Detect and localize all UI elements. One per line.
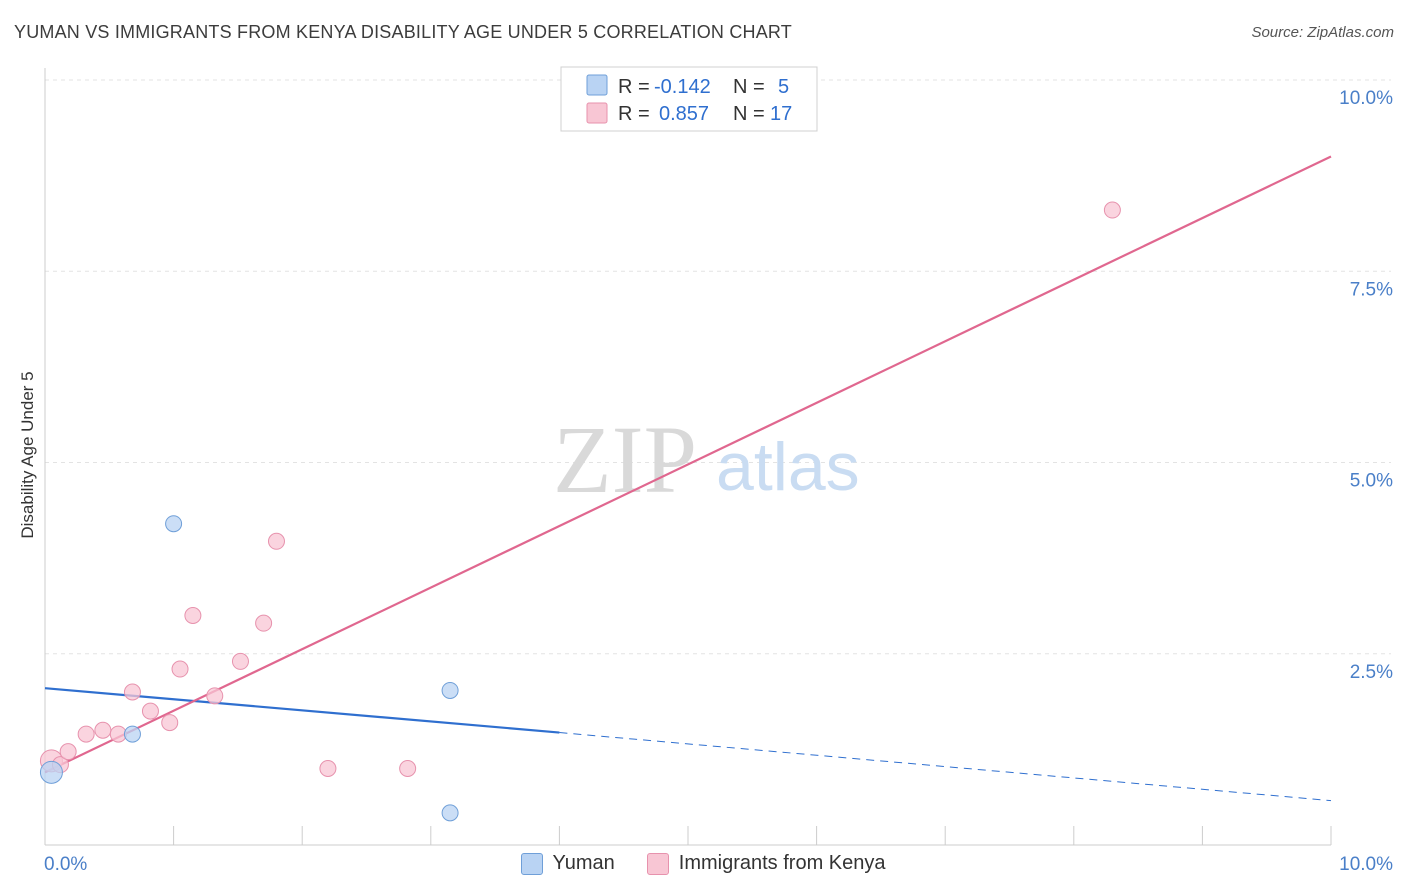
kenya-point	[399, 760, 417, 777]
legend-n-value: 5	[778, 76, 789, 98]
chart-source: Source: ZipAtlas.com	[1251, 24, 1394, 41]
watermark-atlas: atlas	[716, 429, 860, 505]
yuman-point	[165, 515, 183, 533]
y-tick-label: 2.5%	[1350, 662, 1393, 683]
kenya-point	[267, 532, 285, 550]
kenya-point	[319, 760, 337, 777]
trend-line-kenya	[44, 155, 1332, 774]
legend-r-label: R =	[618, 103, 650, 125]
yuman-point	[123, 725, 141, 743]
kenya-point	[206, 687, 224, 705]
kenya-point	[123, 683, 141, 701]
legend-n-label: N =	[733, 103, 765, 125]
bottom-legend: Yuman Immigrants from Kenya	[0, 852, 1406, 875]
yuman-point	[441, 681, 459, 699]
x-tick-label: 10.0%	[1339, 854, 1393, 875]
x-tick-label: 0.0%	[44, 854, 87, 875]
chart-title: YUMAN VS IMMIGRANTS FROM KENYA DISABILIT…	[14, 22, 792, 42]
legend-r-label: R =	[618, 76, 650, 98]
trend-line-yuman-extension	[559, 732, 1332, 802]
legend-item-kenya: Immigrants from Kenya	[646, 852, 886, 875]
kenya-point	[141, 702, 159, 720]
kenya-point	[1103, 201, 1121, 219]
legend-item-yuman: Yuman	[520, 852, 615, 875]
watermark: ZIP atlas	[553, 406, 860, 513]
legend-r-value: -0.142	[654, 76, 711, 98]
legend-label-kenya: Immigrants from Kenya	[678, 852, 886, 874]
legend-swatch-kenya	[586, 102, 608, 124]
yuman-point	[39, 760, 63, 784]
data-points	[39, 201, 1121, 822]
kenya-point	[77, 725, 95, 743]
tick-labels: 2.5% 5.0% 7.5% 10.0% 0.0% 10.0%	[44, 88, 1393, 875]
legend-swatch-yuman	[586, 74, 608, 96]
kenya-point	[184, 607, 202, 624]
legend-n-label: N =	[733, 76, 765, 98]
legend-label-yuman: Yuman	[552, 852, 615, 874]
kenya-point	[171, 660, 189, 678]
legend-swatch-kenya	[646, 852, 669, 875]
grid-lines	[45, 79, 1391, 655]
kenya-point	[161, 714, 179, 732]
stats-legend: R = -0.142 N = 5 R = 0.857 N = 17	[560, 66, 818, 132]
watermark-zip: ZIP	[553, 406, 697, 513]
trend-line-yuman	[44, 687, 560, 734]
kenya-point	[255, 614, 273, 632]
kenya-point	[109, 725, 127, 743]
yuman-point	[441, 804, 459, 822]
kenya-point	[59, 743, 77, 761]
axes	[44, 68, 1332, 846]
legend-n-value: 17	[770, 103, 792, 125]
kenya-point	[94, 721, 112, 739]
y-tick-label: 10.0%	[1339, 88, 1393, 109]
legend-r-value: 0.857	[659, 103, 709, 125]
y-tick-label: 5.0%	[1350, 471, 1393, 492]
kenya-point	[231, 652, 249, 670]
legend-swatch-yuman	[520, 852, 543, 875]
y-tick-label: 7.5%	[1350, 279, 1393, 300]
